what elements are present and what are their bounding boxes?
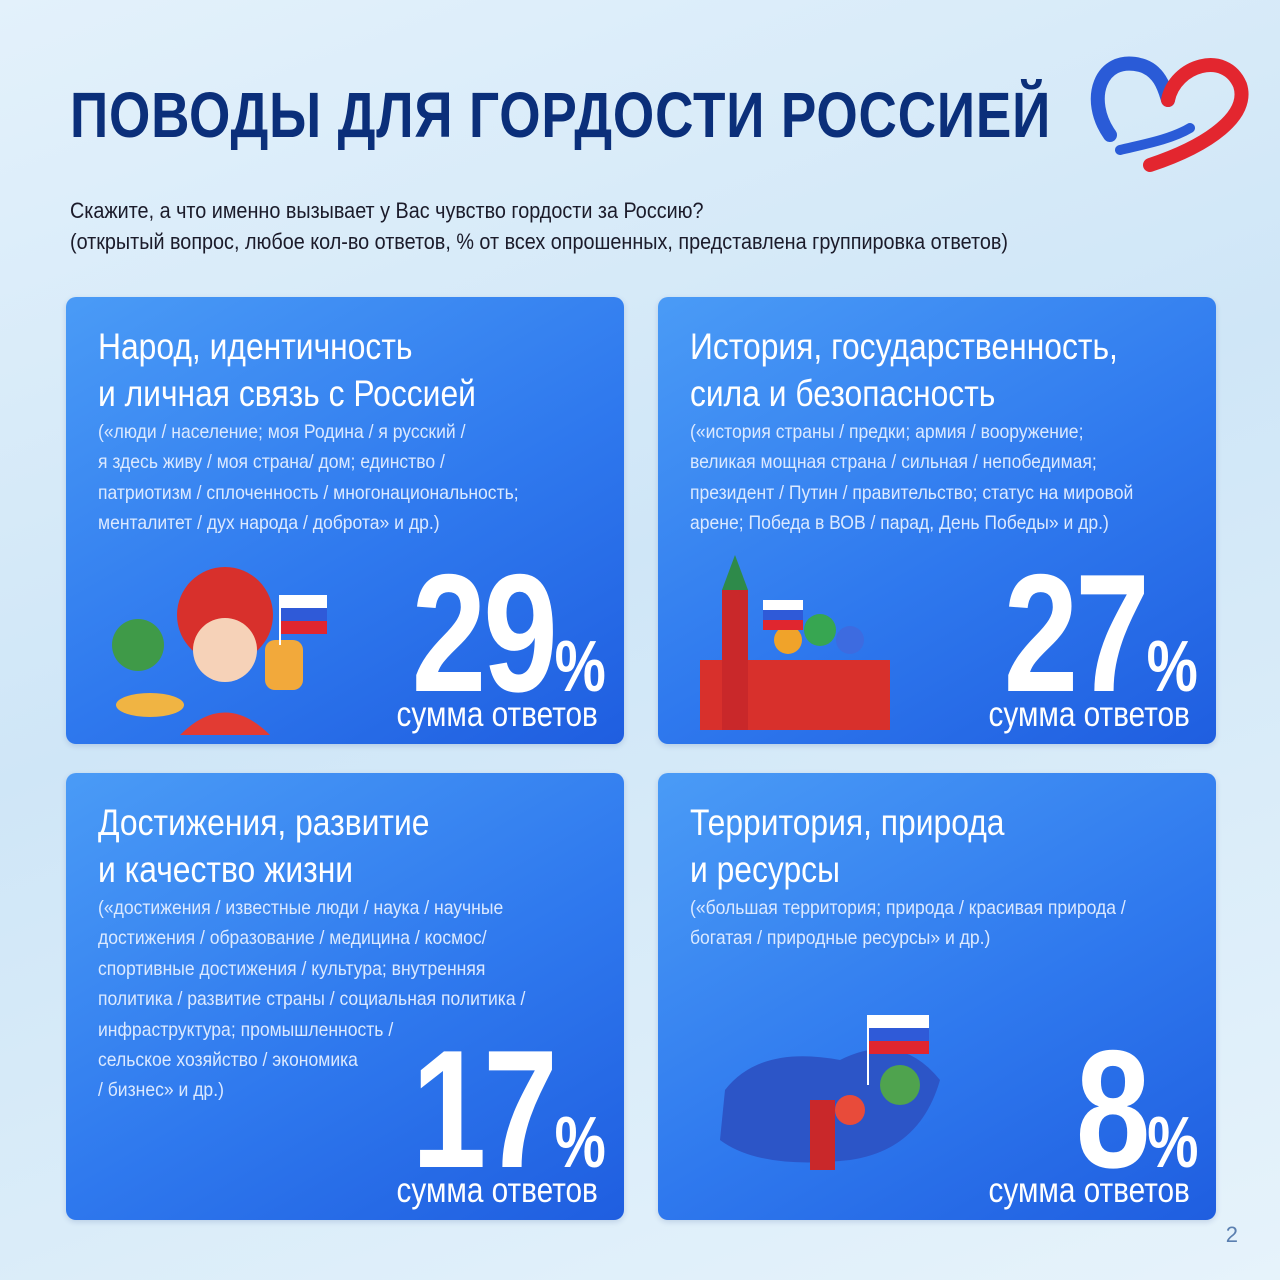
page-number: 2	[1225, 1222, 1238, 1247]
description-line: менталитет / дух народа / доброта» и др.…	[98, 512, 440, 535]
question: Скажите, а что именно вызывает у Вас чув…	[70, 198, 704, 223]
card-title-line: и личная связь с Россией	[98, 373, 476, 414]
card-title-line: Достижения, развитие	[98, 802, 430, 843]
description-line: патриотизм / сплоченность / многонациона…	[98, 481, 519, 504]
caption: сумма ответов	[988, 1171, 1190, 1210]
card: Достижения, развитие и качество жизни («до…	[66, 773, 624, 1220]
card-description: («большая территория; природа / красивая…	[690, 893, 1174, 954]
card-title-line: и качество жизни	[98, 849, 354, 890]
description-line: арене; Победа в ВОВ / парад, День Победы…	[690, 512, 1109, 535]
caption: сумма ответов	[396, 1171, 598, 1210]
description-line: президент / Путин / правительство; стату…	[690, 481, 1134, 504]
description-line: богатая / природные ресурсы» и др.)	[690, 927, 991, 950]
question-note: (открытый вопрос, любое кол-во ответов, …	[70, 229, 1008, 254]
value: 29	[411, 539, 558, 727]
percent-value: 29%	[412, 549, 606, 717]
heart-logo	[1090, 56, 1249, 172]
value: 27	[1003, 539, 1150, 727]
card-title-line: Народ, идентичность	[98, 326, 413, 367]
page-title: ПОВОДЫ ДЛЯ ГОРДОСТИ РОССИЕЙ	[70, 79, 1052, 151]
description-line: я здесь живу / моя страна/ дом; единство…	[98, 451, 445, 474]
caption: сумма ответов	[396, 695, 598, 734]
card: Территория, природа и ресурсы («большая те…	[658, 773, 1216, 1220]
description-line: / бизнес» и др.)	[98, 1079, 224, 1102]
description-line: инфраструктура; промышленность /	[98, 1018, 394, 1041]
description-line: («люди / население; моя Родина / я русск…	[98, 421, 466, 443]
card-title: История, государственность, сила и безопа…	[690, 323, 1188, 417]
card-title-line: История, государственность,	[690, 326, 1118, 367]
value: 17	[411, 1015, 558, 1203]
description-line: великая мощная страна / сильная / непобе…	[690, 451, 1097, 474]
card-title: Территория, природа и ресурсы	[690, 799, 1056, 893]
percent-value: 27%	[1004, 549, 1198, 717]
description-line: («достижения / известные люди / наука / …	[98, 897, 504, 919]
unit: %	[554, 1103, 606, 1183]
card-title-line: и ресурсы	[690, 849, 840, 890]
percent-value: 17%	[412, 1025, 606, 1193]
description-line: достижения / образование / медицина / ко…	[98, 927, 487, 950]
card-description: («достижения / известные люди / наука / …	[98, 893, 573, 1106]
card-description: («история страны / предки; армия / воору…	[690, 417, 1183, 539]
caption: сумма ответов	[988, 695, 1190, 734]
card-title: Народ, идентичность и личная связь с Росс…	[98, 323, 537, 417]
card-title-line: Территория, природа	[690, 802, 1005, 843]
description-line: («большая территория; природа / красивая…	[690, 897, 1126, 919]
description-line: политика / развитие страны / социальная …	[98, 988, 526, 1011]
description-line: («история страны / предки; армия / воору…	[690, 421, 1084, 443]
card-description: («люди / население; моя Родина / я русск…	[98, 417, 565, 539]
unit: %	[1146, 627, 1198, 707]
description-line: спортивные достижения / культура; внутре…	[98, 957, 486, 980]
value: 8	[1075, 1015, 1150, 1203]
description-line: сельское хозяйство / экономика	[98, 1049, 358, 1072]
card: История, государственность, сила и безопа…	[658, 297, 1216, 744]
unit: %	[1146, 1103, 1198, 1183]
percent-value: 8%	[1075, 1025, 1198, 1193]
unit: %	[554, 627, 606, 707]
card-title-line: сила и безопасность	[690, 373, 996, 414]
card: Народ, идентичность и личная связь с Росс…	[66, 297, 624, 744]
card-title: Достижения, развитие и качество жизни	[98, 799, 483, 893]
